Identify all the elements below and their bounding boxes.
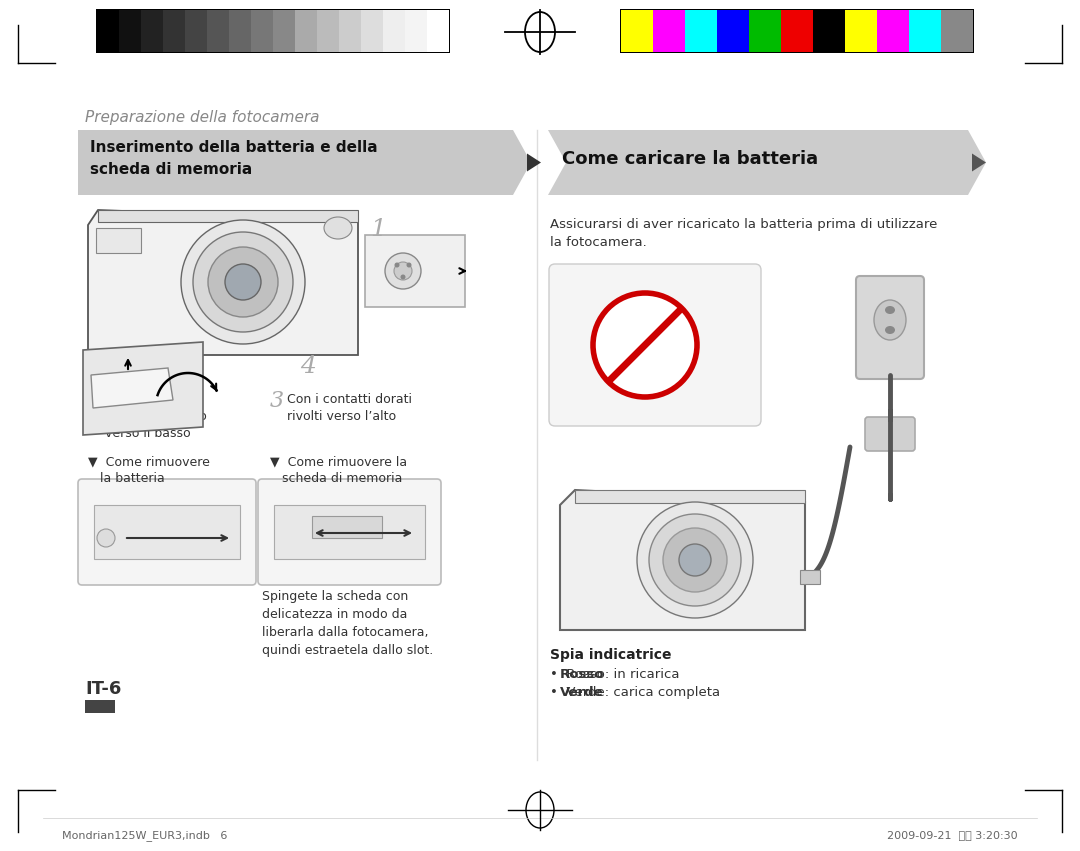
Bar — [312, 516, 382, 538]
Bar — [318, 10, 339, 52]
Text: Come caricare la batteria: Come caricare la batteria — [562, 150, 819, 168]
Bar — [185, 10, 207, 52]
Polygon shape — [972, 153, 986, 172]
Text: 2: 2 — [87, 390, 103, 412]
Ellipse shape — [885, 326, 895, 334]
Polygon shape — [83, 342, 203, 435]
Text: ▼  Come rimuovere la
   scheda di memoria: ▼ Come rimuovere la scheda di memoria — [270, 455, 407, 485]
Ellipse shape — [193, 232, 293, 332]
Text: 1: 1 — [370, 218, 386, 241]
Bar — [717, 10, 750, 52]
Bar — [877, 10, 909, 52]
Ellipse shape — [663, 528, 727, 592]
Bar — [141, 10, 163, 52]
Bar — [94, 505, 240, 559]
Ellipse shape — [593, 293, 697, 397]
Text: •  Verde: carica completa: • Verde: carica completa — [550, 686, 720, 699]
Text: Inserimento della batteria e della: Inserimento della batteria e della — [90, 140, 378, 155]
Bar — [163, 10, 185, 52]
Bar — [427, 10, 449, 52]
Ellipse shape — [225, 264, 261, 300]
Text: •  Rosso: in ricarica: • Rosso: in ricarica — [550, 668, 679, 681]
Bar — [627, 320, 663, 350]
Text: 3: 3 — [270, 390, 284, 412]
Bar — [97, 10, 119, 52]
Text: Mondrian125W_EUR3,indb   6: Mondrian125W_EUR3,indb 6 — [62, 830, 228, 841]
Ellipse shape — [649, 514, 741, 606]
Polygon shape — [527, 153, 541, 172]
Text: scheda di memoria: scheda di memoria — [90, 162, 253, 177]
Text: 2009-09-21  오후 3:20:30: 2009-09-21 오후 3:20:30 — [888, 830, 1018, 840]
Bar — [274, 505, 426, 559]
Bar — [365, 235, 465, 307]
Bar — [575, 490, 805, 503]
Polygon shape — [548, 130, 986, 195]
Bar — [621, 10, 653, 52]
Ellipse shape — [406, 262, 411, 267]
Bar — [119, 10, 141, 52]
Bar — [361, 10, 383, 52]
Bar — [85, 700, 114, 713]
Bar — [909, 10, 941, 52]
Ellipse shape — [394, 262, 411, 280]
Ellipse shape — [97, 529, 114, 547]
Polygon shape — [78, 130, 531, 195]
Bar — [653, 10, 685, 52]
Bar — [650, 350, 658, 366]
Ellipse shape — [394, 262, 400, 267]
Text: Spingete la scheda con
delicatezza in modo da
liberarla dalla fotocamera,
quindi: Spingete la scheda con delicatezza in mo… — [262, 590, 433, 657]
FancyBboxPatch shape — [78, 479, 256, 585]
Polygon shape — [87, 210, 357, 355]
Bar — [295, 10, 318, 52]
Ellipse shape — [324, 217, 352, 239]
Bar — [941, 10, 973, 52]
Bar — [251, 10, 273, 52]
Text: IT-6: IT-6 — [85, 680, 121, 698]
Bar — [620, 9, 974, 53]
Bar — [207, 10, 229, 52]
Text: ▼  Come rimuovere
   la batteria: ▼ Come rimuovere la batteria — [87, 455, 210, 485]
Text: Assicurarsi di aver ricaricato la batteria prima di utilizzare
la fotocamera.: Assicurarsi di aver ricaricato la batter… — [550, 218, 937, 249]
Bar — [781, 10, 813, 52]
FancyBboxPatch shape — [258, 479, 441, 585]
Ellipse shape — [637, 502, 753, 618]
Ellipse shape — [208, 247, 278, 317]
Text: Rosso: Rosso — [561, 668, 605, 681]
Bar — [635, 350, 643, 366]
Bar — [96, 228, 141, 253]
Bar — [685, 10, 717, 52]
Ellipse shape — [679, 544, 711, 576]
Text: Con il logo
Samsung rivolto
verso il basso: Con il logo Samsung rivolto verso il bas… — [105, 393, 206, 440]
Bar — [750, 10, 781, 52]
Bar — [98, 210, 357, 222]
Text: Con i contatti dorati
rivolti verso l’alto: Con i contatti dorati rivolti verso l’al… — [287, 393, 411, 423]
Bar — [96, 9, 450, 53]
FancyBboxPatch shape — [549, 264, 761, 426]
Bar — [273, 10, 295, 52]
Text: Verde: Verde — [561, 686, 604, 699]
Bar — [800, 570, 820, 584]
Bar — [229, 10, 251, 52]
Bar — [813, 10, 845, 52]
Text: Spia indicatrice: Spia indicatrice — [550, 648, 672, 662]
Bar — [845, 10, 877, 52]
FancyBboxPatch shape — [856, 276, 924, 379]
Ellipse shape — [885, 306, 895, 314]
Ellipse shape — [874, 300, 906, 340]
Ellipse shape — [181, 220, 305, 344]
Polygon shape — [561, 490, 805, 630]
Text: Preparazione della fotocamera: Preparazione della fotocamera — [85, 110, 320, 125]
Ellipse shape — [384, 253, 421, 289]
Bar — [405, 10, 427, 52]
Text: 4: 4 — [300, 355, 315, 378]
Bar — [383, 10, 405, 52]
Ellipse shape — [401, 275, 405, 279]
Bar — [339, 10, 361, 52]
Polygon shape — [91, 368, 173, 408]
FancyBboxPatch shape — [865, 417, 915, 451]
